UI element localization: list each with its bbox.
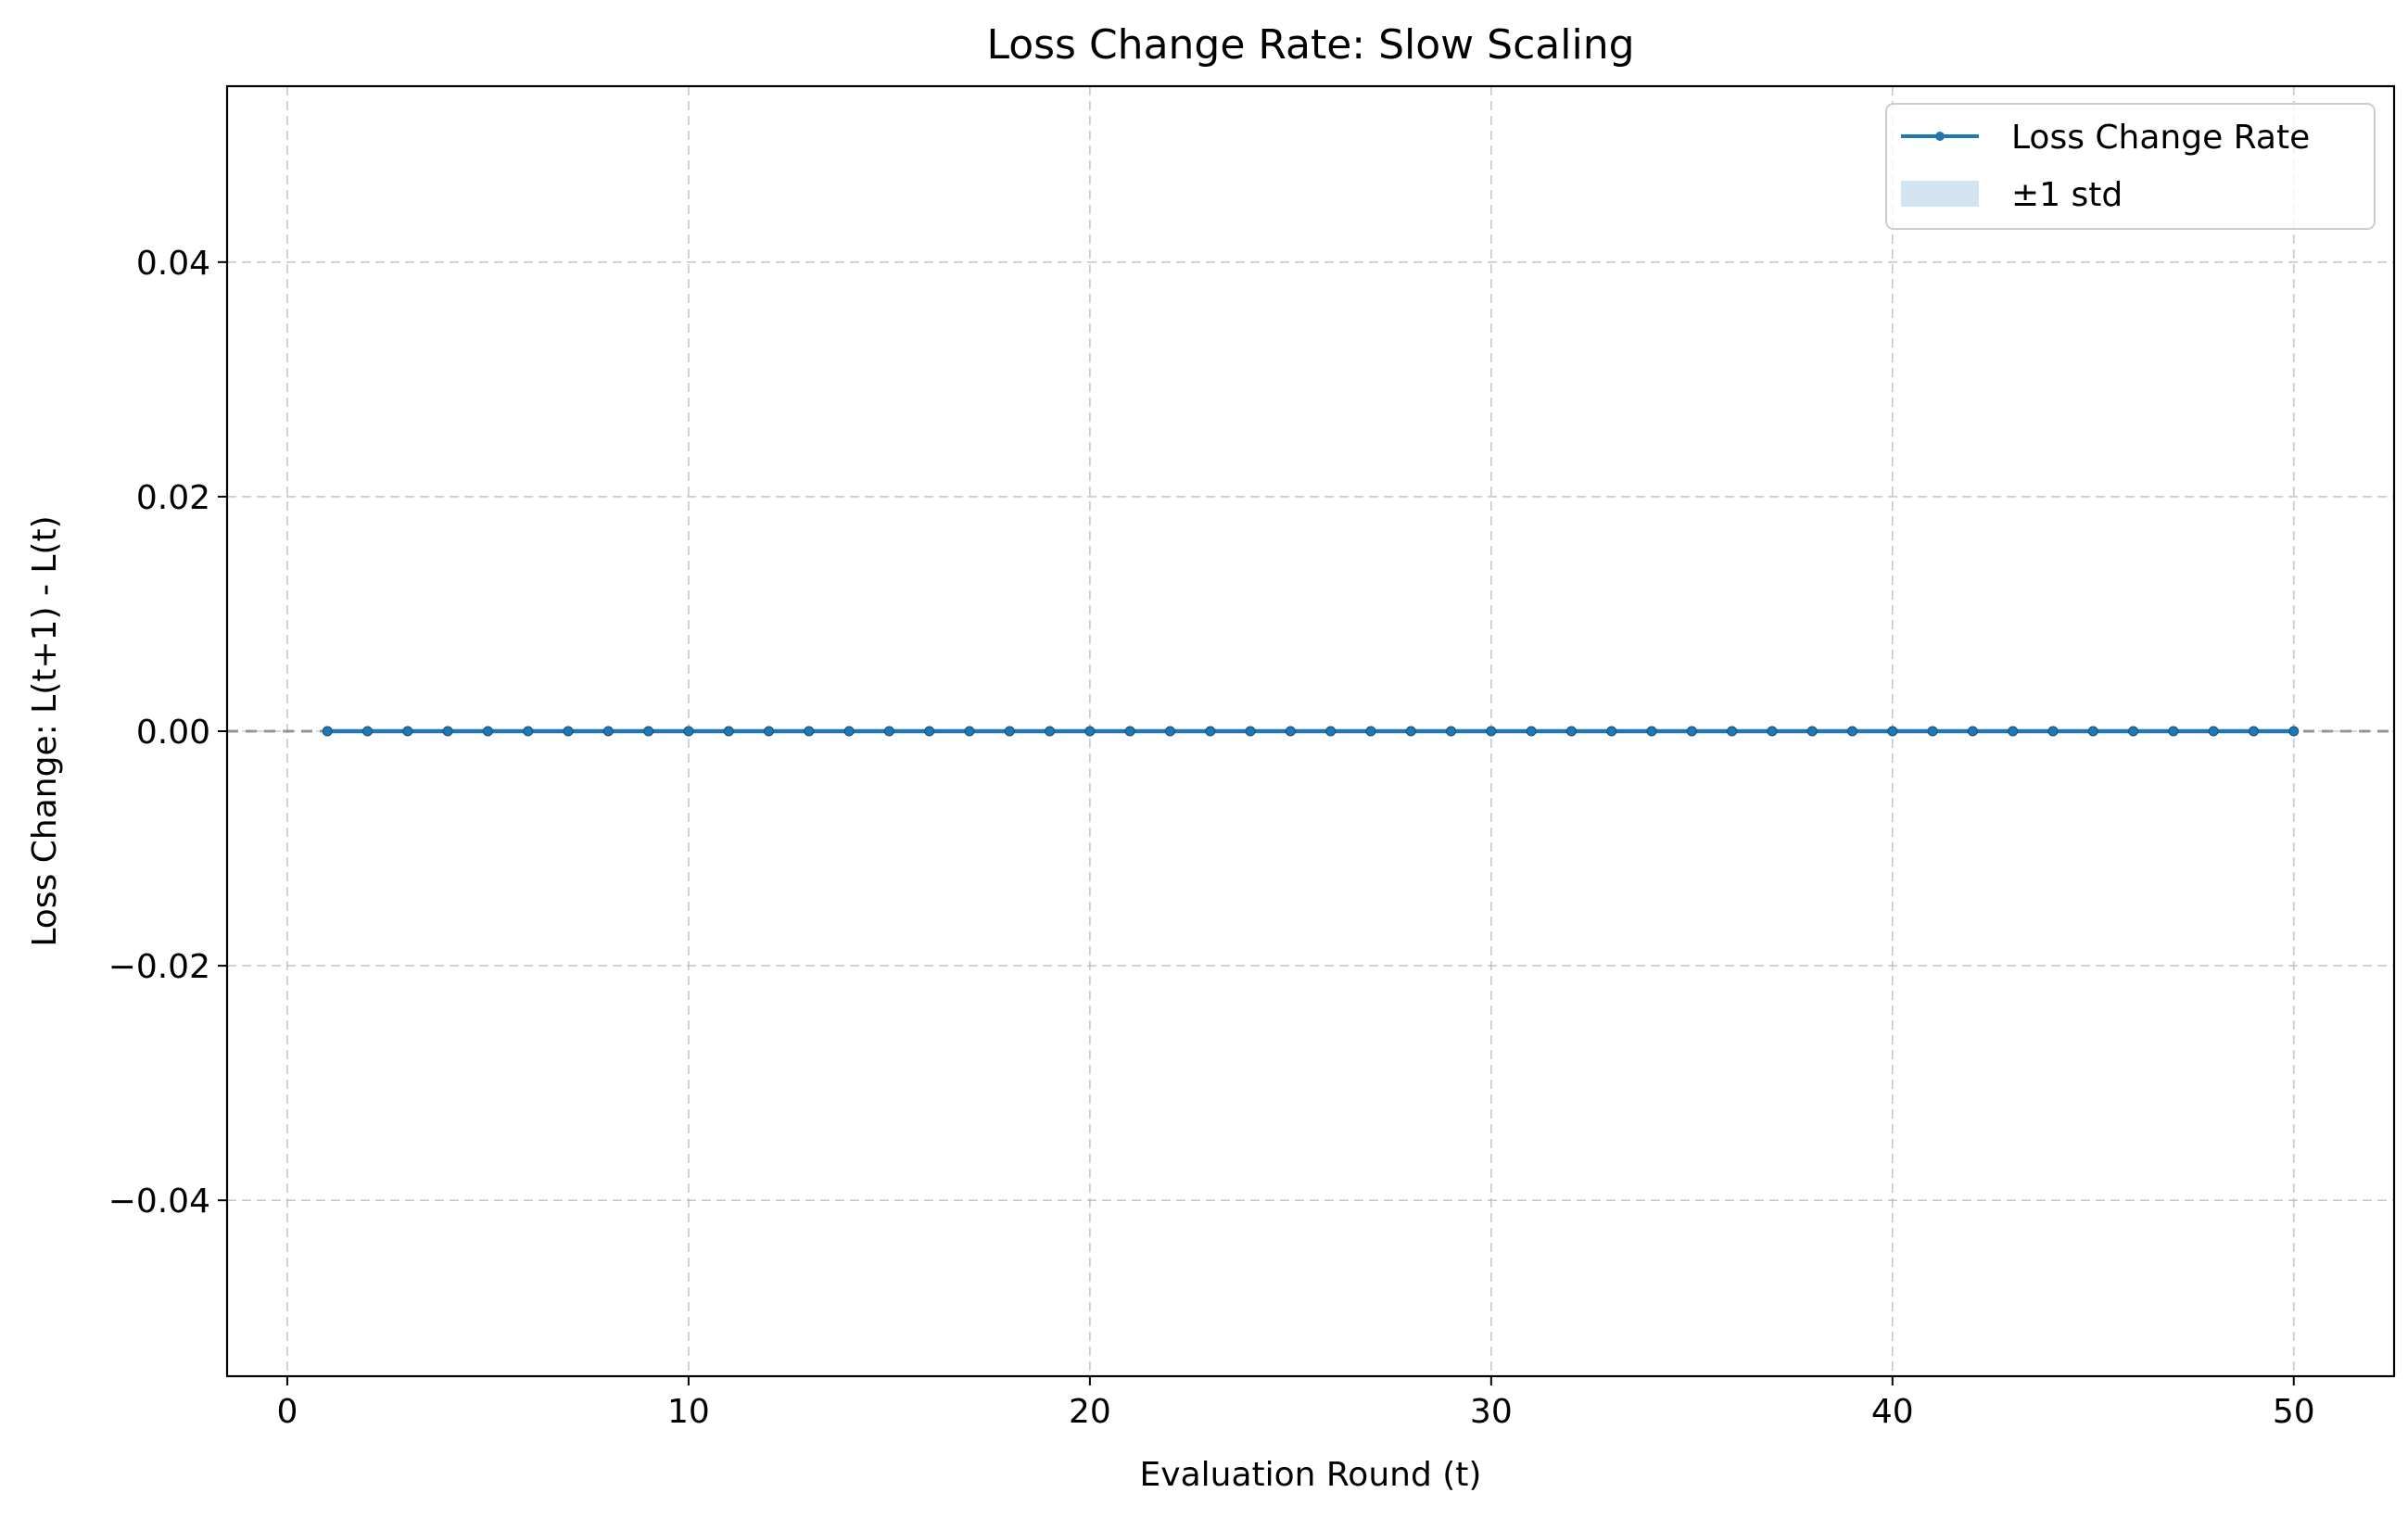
data-point-7 (563, 726, 574, 737)
y-tick-label-0: −0.04 (108, 1183, 210, 1221)
data-point-8 (602, 726, 614, 737)
data-point-2 (362, 726, 374, 737)
legend-box (1885, 103, 2376, 230)
legend: Loss Change Rate ±1 std (1885, 103, 2376, 230)
y-tick-label-1: −0.02 (108, 948, 210, 986)
data-point-11 (723, 726, 734, 737)
data-point-42 (1967, 726, 1978, 737)
x-tick-label-0: 0 (276, 1393, 298, 1431)
y-tick-label-3: 0.02 (136, 479, 210, 517)
data-point-16 (924, 726, 935, 737)
x-axis-ticks: 0 10 20 30 40 50 (276, 1376, 2315, 1431)
data-point-13 (804, 726, 815, 737)
data-point-3 (402, 726, 413, 737)
series-markers (322, 726, 2300, 737)
x-tick-label-3: 30 (1470, 1393, 1513, 1431)
data-point-5 (482, 726, 493, 737)
data-point-27 (1365, 726, 1376, 737)
data-point-20 (1084, 726, 1096, 737)
x-tick-label-4: 40 (1871, 1393, 1914, 1431)
data-point-1 (322, 726, 333, 737)
data-point-9 (643, 726, 654, 737)
x-tick-label-2: 20 (1069, 1393, 1111, 1431)
data-point-21 (1124, 726, 1135, 737)
data-point-45 (2087, 726, 2098, 737)
data-point-50 (2288, 726, 2300, 737)
data-point-10 (683, 726, 694, 737)
data-point-32 (1565, 726, 1577, 737)
data-point-30 (1486, 726, 1497, 737)
y-tick-label-2: 0.00 (136, 714, 210, 752)
data-point-17 (964, 726, 975, 737)
data-point-49 (2248, 726, 2259, 737)
data-point-31 (1526, 726, 1537, 737)
x-tick-label-5: 50 (2273, 1393, 2315, 1431)
legend-marker-swatch (1935, 132, 1945, 141)
data-point-36 (1727, 726, 1738, 737)
data-point-18 (1004, 726, 1015, 737)
data-point-34 (1646, 726, 1657, 737)
data-point-35 (1686, 726, 1697, 737)
data-point-29 (1446, 726, 1457, 737)
data-point-41 (1927, 726, 1938, 737)
legend-band-swatch (1901, 181, 1979, 207)
data-point-33 (1606, 726, 1617, 737)
x-axis-label: Evaluation Round (t) (1140, 1456, 1482, 1494)
legend-label-band: ±1 std (2011, 176, 2123, 214)
data-point-39 (1847, 726, 1857, 737)
data-point-25 (1285, 726, 1296, 737)
data-point-28 (1405, 726, 1416, 737)
data-point-48 (2208, 726, 2219, 737)
data-point-19 (1045, 726, 1056, 737)
data-point-46 (2128, 726, 2139, 737)
data-point-43 (2008, 726, 2019, 737)
chart-title: Loss Change Rate: Slow Scaling (986, 21, 1634, 69)
data-point-37 (1767, 726, 1778, 737)
legend-label-series: Loss Change Rate (2011, 119, 2310, 157)
data-point-40 (1887, 726, 1898, 737)
data-point-15 (883, 726, 894, 737)
data-point-24 (1245, 726, 1256, 737)
data-point-47 (2168, 726, 2179, 737)
x-tick-label-1: 10 (667, 1393, 710, 1431)
y-axis-ticks: −0.04 −0.02 0.00 0.02 0.04 (108, 245, 227, 1221)
data-point-12 (764, 726, 774, 737)
data-point-26 (1325, 726, 1337, 737)
data-point-6 (523, 726, 534, 737)
data-point-44 (2047, 726, 2059, 737)
data-point-22 (1164, 726, 1175, 737)
data-point-38 (1806, 726, 1818, 737)
data-point-23 (1205, 726, 1216, 737)
y-axis-label: Loss Change: L(t+1) - L(t) (26, 515, 64, 946)
data-point-14 (843, 726, 855, 737)
data-point-4 (442, 726, 453, 737)
y-tick-label-4: 0.04 (136, 245, 210, 283)
